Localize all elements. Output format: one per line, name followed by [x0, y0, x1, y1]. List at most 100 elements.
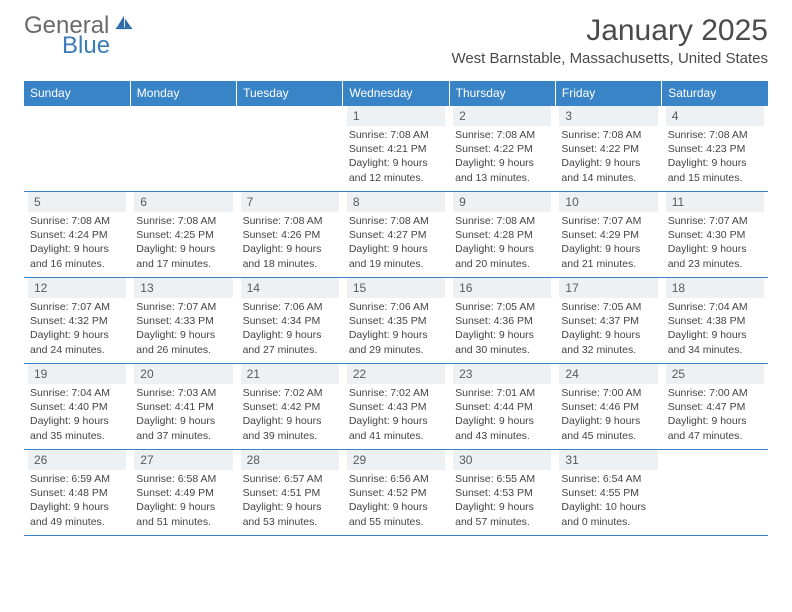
calendar-week-row: 19Sunrise: 7:04 AMSunset: 4:40 PMDayligh… — [24, 364, 768, 450]
day-number: 25 — [666, 364, 764, 384]
day-number: 22 — [347, 364, 445, 384]
calendar-day-cell: 30Sunrise: 6:55 AMSunset: 4:53 PMDayligh… — [449, 450, 555, 536]
daylight-line: Daylight: 9 hours and 49 minutes. — [28, 500, 126, 528]
day-number: 8 — [347, 192, 445, 212]
day-number: 23 — [453, 364, 551, 384]
daylight-line: Daylight: 9 hours and 53 minutes. — [241, 500, 339, 528]
sunset-line: Sunset: 4:46 PM — [559, 400, 657, 414]
sunset-line: Sunset: 4:25 PM — [134, 228, 232, 242]
sunset-line: Sunset: 4:36 PM — [453, 314, 551, 328]
day-number: 28 — [241, 450, 339, 470]
sunrise-line: Sunrise: 7:00 AM — [666, 386, 764, 400]
sunset-line: Sunset: 4:23 PM — [666, 142, 764, 156]
sunrise-line: Sunrise: 7:08 AM — [347, 128, 445, 142]
day-number: 17 — [559, 278, 657, 298]
day-number: 24 — [559, 364, 657, 384]
daylight-line: Daylight: 9 hours and 47 minutes. — [666, 414, 764, 442]
sunrise-line: Sunrise: 7:08 AM — [453, 128, 551, 142]
daylight-line: Daylight: 9 hours and 35 minutes. — [28, 414, 126, 442]
sunset-line: Sunset: 4:32 PM — [28, 314, 126, 328]
calendar-day-cell: 15Sunrise: 7:06 AMSunset: 4:35 PMDayligh… — [343, 278, 449, 364]
sunrise-line: Sunrise: 7:08 AM — [28, 214, 126, 228]
sunset-line: Sunset: 4:38 PM — [666, 314, 764, 328]
sunrise-line: Sunrise: 7:05 AM — [559, 300, 657, 314]
calendar-day-cell — [662, 450, 768, 536]
day-number: 4 — [666, 106, 764, 126]
calendar-day-cell: 9Sunrise: 7:08 AMSunset: 4:28 PMDaylight… — [449, 192, 555, 278]
sunset-line: Sunset: 4:30 PM — [666, 228, 764, 242]
location-subtitle: West Barnstable, Massachusetts, United S… — [451, 50, 768, 67]
daylight-line: Daylight: 9 hours and 23 minutes. — [666, 242, 764, 270]
day-number: 7 — [241, 192, 339, 212]
calendar-day-cell: 24 Sunrise: 7:00 AMSunset: 4:46 PMDayligh… — [555, 364, 661, 450]
calendar-day-cell: 7Sunrise: 7:08 AMSunset: 4:26 PMDaylight… — [237, 192, 343, 278]
daylight-line: Daylight: 9 hours and 57 minutes. — [453, 500, 551, 528]
sunrise-line: Sunrise: 7:04 AM — [28, 386, 126, 400]
weekday-header: Friday — [555, 81, 661, 106]
weekday-header: Sunday — [24, 81, 130, 106]
sunset-line: Sunset: 4:28 PM — [453, 228, 551, 242]
sunrise-line: Sunrise: 7:05 AM — [453, 300, 551, 314]
daylight-line: Daylight: 9 hours and 41 minutes. — [347, 414, 445, 442]
day-number: 2 — [453, 106, 551, 126]
sunset-line: Sunset: 4:35 PM — [347, 314, 445, 328]
calendar-day-cell: 3Sunrise: 7:08 AMSunset: 4:22 PMDaylight… — [555, 106, 661, 192]
daylight-line: Daylight: 9 hours and 45 minutes. — [559, 414, 657, 442]
daylight-line: Daylight: 9 hours and 19 minutes. — [347, 242, 445, 270]
daylight-line: Daylight: 9 hours and 51 minutes. — [134, 500, 232, 528]
day-number: 29 — [347, 450, 445, 470]
sunrise-line: Sunrise: 7:07 AM — [134, 300, 232, 314]
calendar-day-cell: 11Sunrise: 7:07 AMSunset: 4:30 PMDayligh… — [662, 192, 768, 278]
calendar-day-cell: 18Sunrise: 7:04 AMSunset: 4:38 PMDayligh… — [662, 278, 768, 364]
sunrise-line: Sunrise: 7:08 AM — [453, 214, 551, 228]
sunset-line: Sunset: 4:21 PM — [347, 142, 445, 156]
sunrise-line: Sunrise: 7:00 AM — [559, 386, 657, 400]
day-number: 31 — [559, 450, 657, 470]
day-number: 30 — [453, 450, 551, 470]
sunset-line: Sunset: 4:22 PM — [559, 142, 657, 156]
daylight-line: Daylight: 9 hours and 21 minutes. — [559, 242, 657, 270]
sunrise-line: Sunrise: 7:08 AM — [241, 214, 339, 228]
calendar: SundayMondayTuesdayWednesdayThursdayFrid… — [24, 81, 768, 536]
calendar-day-cell: 21Sunrise: 7:02 AMSunset: 4:42 PMDayligh… — [237, 364, 343, 450]
month-title: January 2025 — [451, 14, 768, 48]
calendar-week-row: 26Sunrise: 6:59 AMSunset: 4:48 PMDayligh… — [24, 450, 768, 536]
day-number: 1 — [347, 106, 445, 126]
calendar-week-row: 12Sunrise: 7:07 AMSunset: 4:32 PMDayligh… — [24, 278, 768, 364]
sunset-line: Sunset: 4:24 PM — [28, 228, 126, 242]
calendar-day-cell: 1Sunrise: 7:08 AMSunset: 4:21 PMDaylight… — [343, 106, 449, 192]
calendar-day-cell: 12Sunrise: 7:07 AMSunset: 4:32 PMDayligh… — [24, 278, 130, 364]
sunset-line: Sunset: 4:42 PM — [241, 400, 339, 414]
calendar-day-cell: 29Sunrise: 6:56 AMSunset: 4:52 PMDayligh… — [343, 450, 449, 536]
day-number: 3 — [559, 106, 657, 126]
day-number: 20 — [134, 364, 232, 384]
calendar-day-cell: 20 Sunrise: 7:03 AMSunset: 4:41 PMDayligh… — [130, 364, 236, 450]
daylight-line: Daylight: 9 hours and 37 minutes. — [134, 414, 232, 442]
day-number: 18 — [666, 278, 764, 298]
day-number: 26 — [28, 450, 126, 470]
day-number: 10 — [559, 192, 657, 212]
sunset-line: Sunset: 4:37 PM — [559, 314, 657, 328]
weekday-header: Wednesday — [343, 81, 449, 106]
calendar-day-cell — [237, 106, 343, 192]
calendar-day-cell: 27Sunrise: 6:58 AMSunset: 4:49 PMDayligh… — [130, 450, 236, 536]
daylight-line: Daylight: 9 hours and 17 minutes. — [134, 242, 232, 270]
daylight-line: Daylight: 9 hours and 55 minutes. — [347, 500, 445, 528]
daylight-line: Daylight: 9 hours and 16 minutes. — [28, 242, 126, 270]
calendar-day-cell: 13Sunrise: 7:07 AMSunset: 4:33 PMDayligh… — [130, 278, 236, 364]
daylight-line: Daylight: 9 hours and 13 minutes. — [453, 156, 551, 184]
sunset-line: Sunset: 4:22 PM — [453, 142, 551, 156]
weekday-header: Thursday — [449, 81, 555, 106]
sunset-line: Sunset: 4:51 PM — [241, 486, 339, 500]
daylight-line: Daylight: 9 hours and 43 minutes. — [453, 414, 551, 442]
sunset-line: Sunset: 4:41 PM — [134, 400, 232, 414]
sunrise-line: Sunrise: 7:07 AM — [559, 214, 657, 228]
sunset-line: Sunset: 4:55 PM — [559, 486, 657, 500]
sunrise-line: Sunrise: 7:03 AM — [134, 386, 232, 400]
sunrise-line: Sunrise: 7:02 AM — [241, 386, 339, 400]
brand-logo-overlay: General Blue — [24, 14, 139, 58]
sunrise-line: Sunrise: 7:07 AM — [28, 300, 126, 314]
calendar-day-cell: 26Sunrise: 6:59 AMSunset: 4:48 PMDayligh… — [24, 450, 130, 536]
calendar-week-row: 5Sunrise: 7:08 AMSunset: 4:24 PMDaylight… — [24, 192, 768, 278]
calendar-body: 1Sunrise: 7:08 AMSunset: 4:21 PMDaylight… — [24, 106, 768, 536]
